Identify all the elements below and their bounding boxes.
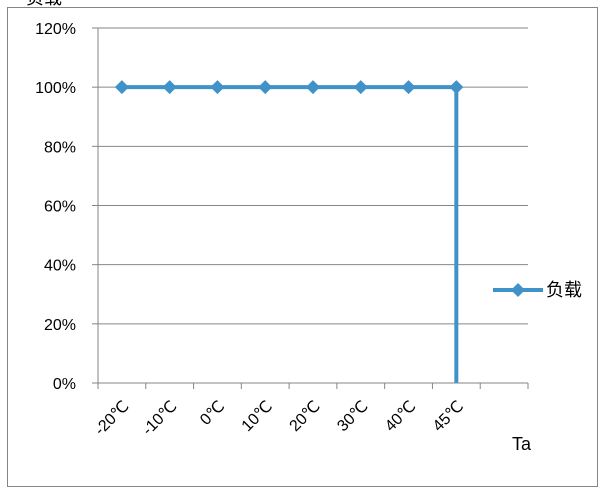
data-point [114,80,129,95]
series-lines [121,85,459,383]
y-tick-label: 40% [44,258,76,275]
x-tick-label: 10℃ [239,398,276,435]
data-point [162,80,177,95]
data-point [210,80,225,95]
x-tick-label: 40℃ [382,398,419,435]
y-tick-label: 80% [44,139,76,156]
y-tick-label: 120% [35,21,76,38]
data-point [258,80,273,95]
gridlines [98,27,528,325]
data-point [353,80,368,95]
y-tick-label: 20% [44,317,76,334]
y-axis-title: 负载 [26,0,62,8]
data-point [306,80,320,95]
x-axis-title: Ta [512,434,532,454]
legend-marker [511,283,525,297]
legend: 负载 [493,280,582,301]
y-tick-label: 0% [53,376,76,393]
x-tick-label: 30℃ [334,398,371,435]
x-tick-label: 45℃ [430,398,467,435]
tick-labels: 0% 20% 40% 60% 80% 100% 120% -20℃ -10℃ 0℃ 10℃ 20℃ 30… [35,21,467,439]
x-tick-label: -20℃ [92,398,133,439]
y-tick-label: 60% [44,199,76,216]
y-tick-label: 100% [35,80,76,97]
axes [92,27,529,389]
legend-label: 负载 [546,280,582,301]
x-tick-label: 20℃ [287,398,324,435]
x-tick-label: -10℃ [139,398,180,439]
data-point [401,80,416,95]
data-point [449,80,464,95]
series-markers [114,80,464,95]
x-tick-label: 0℃ [197,398,228,429]
